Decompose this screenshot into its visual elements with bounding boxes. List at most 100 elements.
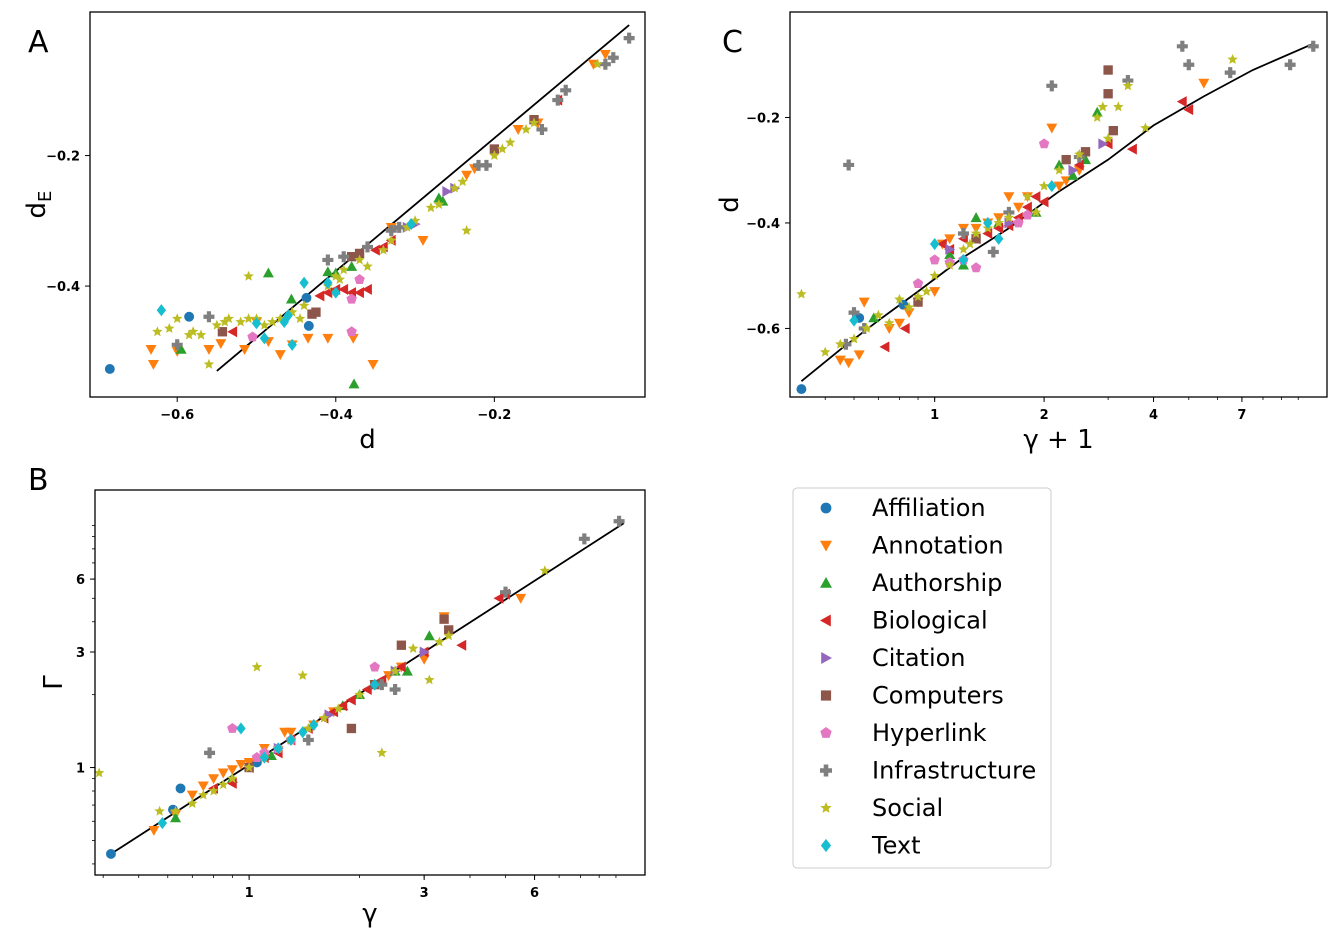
panel-c-point-infrastructure [1284,59,1296,71]
panel-a-point-biological [369,244,380,256]
panel-a-point-social [425,202,437,213]
panel-c-point-annotation [843,358,855,369]
panel-c-point-social [796,288,807,299]
legend-entry-authorship: Authorship [820,569,1002,597]
panel-a-point-affiliation [301,292,312,303]
panel-c-point-social [820,346,831,357]
panel-a-point-social [497,143,508,154]
panel-a-point-social [298,300,310,311]
panel-a-point-authorship [346,260,358,271]
panel-b-series-authorship [170,630,435,823]
panel-c-point-authorship [1091,106,1103,117]
panel-a-point-social [235,316,246,327]
panel-a-point-annotation [215,339,227,349]
panel-b-point-social [333,703,344,714]
panel-c-point-social [1074,148,1085,159]
panel-a-point-computers [346,252,357,262]
panel-b-point-biological [361,684,372,696]
panel-c-point-social [1022,191,1033,202]
panel-a-point-social [449,182,460,193]
legend-marker-computers [820,690,832,701]
panel-b-point-authorship [401,665,413,676]
panel-b-point-annotation [197,781,209,792]
panel-a-point-social [520,123,532,134]
panel-c-point-social [912,291,924,302]
panel-c-point-text [958,253,969,266]
panel-b-point-infrastructure [376,679,388,691]
panel-a-point-affiliation [104,363,115,374]
panel-c-point-biological [1126,143,1137,155]
panel-a-point-infrastructure [322,254,334,266]
panel-a-point-infrastructure [599,58,611,70]
panel-b-point-computers [444,625,454,635]
panel-b-point-infrastructure [578,533,590,545]
panel-c-point-social [970,228,982,238]
panel-c-point-computers [1061,154,1071,165]
legend-label: Social [872,794,943,822]
panel-a-series-infrastructure [171,32,635,351]
panel-c-point-authorship [1067,169,1079,180]
panel-a-point-infrastructure [480,159,492,171]
panel-c-point-authorship [868,312,880,323]
panel-b-point-affiliation [175,783,186,794]
legend-marker-social [820,802,832,813]
panel-a-point-authorship [348,378,360,389]
panel-c-point-infrastructure [1046,80,1058,92]
panel-b-point-infrastructure [500,586,512,598]
panel-a-point-social [267,316,278,327]
legend-marker-hyperlink [820,727,832,738]
panel-a-point-social [528,117,540,128]
legend-entry-biological: Biological [820,607,988,635]
panel-b-point-hyperlink [251,752,263,762]
panel-a-point-social [433,199,445,209]
panel-a-point-computers [311,307,321,317]
panel-c-point-infrastructure [1224,67,1236,79]
panel-b-point-text [286,733,296,747]
panel-a-point-social [223,313,234,324]
panel-b-point-affiliation [105,848,116,859]
panel-c-point-annotation [929,287,941,298]
panel-a-point-text [283,309,293,322]
panel-c-point-social [1092,111,1103,122]
panel-a-series-authorship [175,192,449,389]
panel-a-point-computers [217,327,228,337]
panel-c-point-annotation [944,234,956,245]
panel-a-point-computers [489,144,500,154]
panel-c-x-axis-label: γ + 1 [1023,425,1093,455]
panel-b-series-social [93,565,551,816]
panel-a-point-authorship [322,266,334,277]
panel-a-point-social [243,313,254,324]
panel-c-point-infrastructure [848,307,860,319]
panel-c-point-social [884,317,895,328]
legend-label: Affiliation [872,494,986,522]
legend-entry-infrastructure: Infrastructure [820,757,1036,785]
panel-a-point-social [183,329,195,340]
panel-c-point-biological [879,341,890,353]
panel-c-point-social [1227,53,1238,64]
panel-a-point-biological [227,326,238,338]
panel-b-series-infrastructure [204,515,625,759]
panel-a-series-affiliation [104,292,314,374]
panel-a-point-annotation [302,333,314,344]
panel-letter-c: C [722,25,743,60]
panel-a-point-social [164,322,175,333]
panel-a-point-text [251,317,262,330]
panel-b-point-social [198,789,209,800]
legend-entry-annotation: Annotation [820,532,1004,560]
panel-c-point-social [958,243,969,254]
panel-a-point-social [259,319,270,330]
panel-a-point-authorship [175,343,187,354]
panel-b-y-tick-label: 6 [76,573,85,588]
panel-a-point-social [504,137,516,147]
panel-b-point-biological [395,661,406,673]
panel-b-point-infrastructure [613,515,625,527]
legend-marker-infrastructure [820,764,832,777]
panel-b-point-social [376,747,388,758]
panel-c-point-biological [936,238,947,250]
panel-b-point-social [218,779,229,790]
panel-c-point-social [894,293,905,304]
panel-b-x-tick-label: 1 [245,886,254,901]
panel-c-point-annotation [1198,78,1210,89]
panel-c-point-social [1030,206,1042,217]
